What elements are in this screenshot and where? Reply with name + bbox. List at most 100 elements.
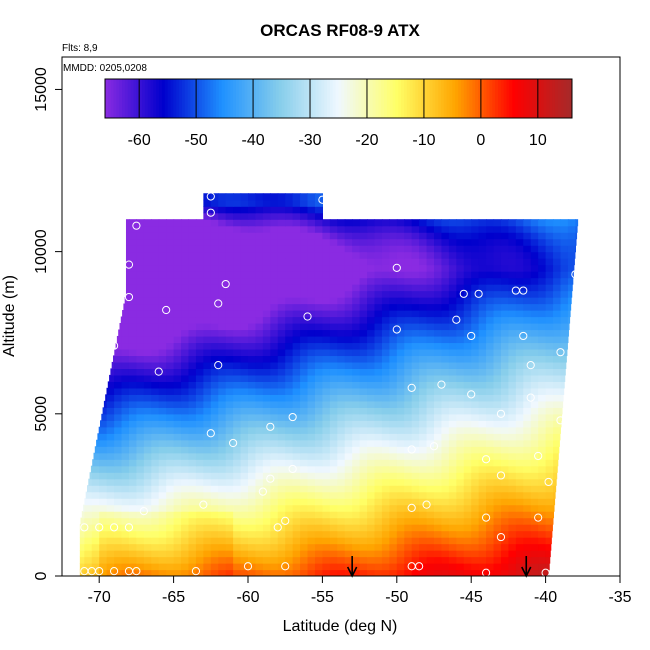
heatmap-cell — [322, 381, 331, 389]
heatmap-cell — [404, 374, 413, 382]
heatmap-cell — [262, 245, 271, 253]
heatmap-cell — [181, 310, 190, 318]
heatmap-cell — [523, 433, 532, 441]
heatmap-cell — [478, 310, 487, 318]
heatmap-cell — [203, 225, 212, 233]
heatmap-cell — [307, 413, 316, 421]
heatmap-cell — [255, 569, 264, 576]
heatmap-cell — [434, 329, 443, 337]
heatmap-cell — [143, 303, 152, 311]
heatmap-cell — [300, 258, 309, 266]
x-tick-label: -50 — [385, 589, 408, 606]
heatmap-cell — [210, 271, 219, 279]
heatmap-cell — [381, 485, 390, 493]
heatmap-cell — [456, 504, 465, 512]
heatmap-cell — [486, 277, 495, 285]
heatmap-cell — [277, 355, 286, 363]
heatmap-cell — [166, 303, 175, 311]
heatmap-cell — [329, 225, 338, 233]
heatmap-cell — [158, 225, 167, 233]
heatmap-cell — [411, 368, 420, 376]
heatmap-cell — [515, 550, 524, 558]
heatmap-cell — [136, 355, 145, 363]
heatmap-cell — [545, 264, 554, 272]
colorbar-segment — [500, 79, 505, 118]
heatmap-cell — [463, 511, 472, 519]
heatmap-cell — [404, 355, 413, 363]
heatmap-cell — [493, 348, 502, 357]
heatmap-cell — [158, 465, 167, 473]
heatmap-cell — [151, 316, 160, 324]
heatmap-cell — [337, 297, 346, 305]
heatmap-cell — [456, 407, 465, 415]
heatmap-cell — [225, 199, 234, 207]
heatmap-cell — [538, 524, 547, 532]
heatmap-cell — [560, 232, 569, 240]
heatmap-cell — [270, 400, 279, 408]
heatmap-cell — [233, 537, 242, 545]
heatmap-cell — [545, 232, 554, 240]
heatmap-cell — [188, 459, 197, 467]
heatmap-cell — [381, 420, 390, 428]
colorbar-segment — [139, 79, 143, 118]
heatmap-cell — [225, 335, 234, 344]
heatmap-cell — [456, 335, 465, 344]
heatmap-cell — [240, 433, 249, 441]
heatmap-cell — [560, 381, 565, 389]
colorbar-segment — [230, 79, 234, 118]
heatmap-cell — [248, 368, 257, 376]
heatmap-cell — [181, 420, 190, 428]
heatmap-cell — [277, 245, 286, 253]
heatmap-cell — [530, 342, 539, 350]
heatmap-cell — [352, 271, 361, 279]
heatmap-cell — [530, 264, 539, 272]
heatmap-cell — [471, 569, 480, 576]
heatmap-cell — [329, 329, 338, 337]
heatmap-cell — [262, 355, 271, 363]
heatmap-cell — [396, 284, 405, 292]
heatmap-cell — [121, 329, 130, 337]
heatmap-cell — [121, 387, 130, 395]
heatmap-cell — [114, 563, 123, 571]
heatmap-cell — [262, 569, 271, 576]
heatmap-cell — [523, 407, 532, 415]
heatmap-cell — [448, 478, 457, 486]
heatmap-cell — [389, 517, 398, 525]
heatmap-cell — [381, 550, 390, 558]
heatmap-cell — [508, 485, 517, 493]
heatmap-cell — [344, 433, 353, 441]
heatmap-cell — [203, 284, 212, 292]
heatmap-cell — [255, 537, 264, 545]
colorbar-segment — [298, 79, 302, 118]
heatmap-cell — [128, 426, 137, 434]
heatmap-cell — [262, 556, 271, 564]
heatmap-cell — [538, 504, 547, 512]
heatmap-cell — [203, 543, 212, 551]
heatmap-cell — [434, 543, 443, 551]
heatmap-cell — [233, 238, 242, 246]
heatmap-cell — [367, 413, 376, 421]
heatmap-cell — [262, 420, 271, 428]
heatmap-cell — [374, 426, 383, 434]
heatmap-cell — [151, 517, 160, 525]
heatmap-cell — [240, 329, 249, 337]
heatmap-cell — [389, 387, 398, 395]
heatmap-cell — [411, 381, 420, 389]
heatmap-cell — [463, 478, 472, 486]
heatmap-cell — [314, 316, 323, 324]
heatmap-cell — [158, 491, 167, 499]
heatmap-cell — [337, 322, 346, 331]
heatmap-cell — [277, 206, 286, 214]
heatmap-cell — [166, 264, 175, 272]
heatmap-cell — [500, 258, 509, 266]
heatmap-cell — [240, 491, 249, 499]
heatmap-cell — [500, 290, 509, 298]
heatmap-cell — [545, 569, 550, 576]
heatmap-cell — [434, 297, 443, 305]
heatmap-cell — [277, 504, 286, 512]
heatmap-cell — [493, 225, 502, 233]
heatmap-cell — [118, 329, 123, 337]
heatmap-cell — [307, 348, 316, 357]
observation-point — [392, 263, 401, 272]
heatmap-cell — [553, 271, 562, 279]
